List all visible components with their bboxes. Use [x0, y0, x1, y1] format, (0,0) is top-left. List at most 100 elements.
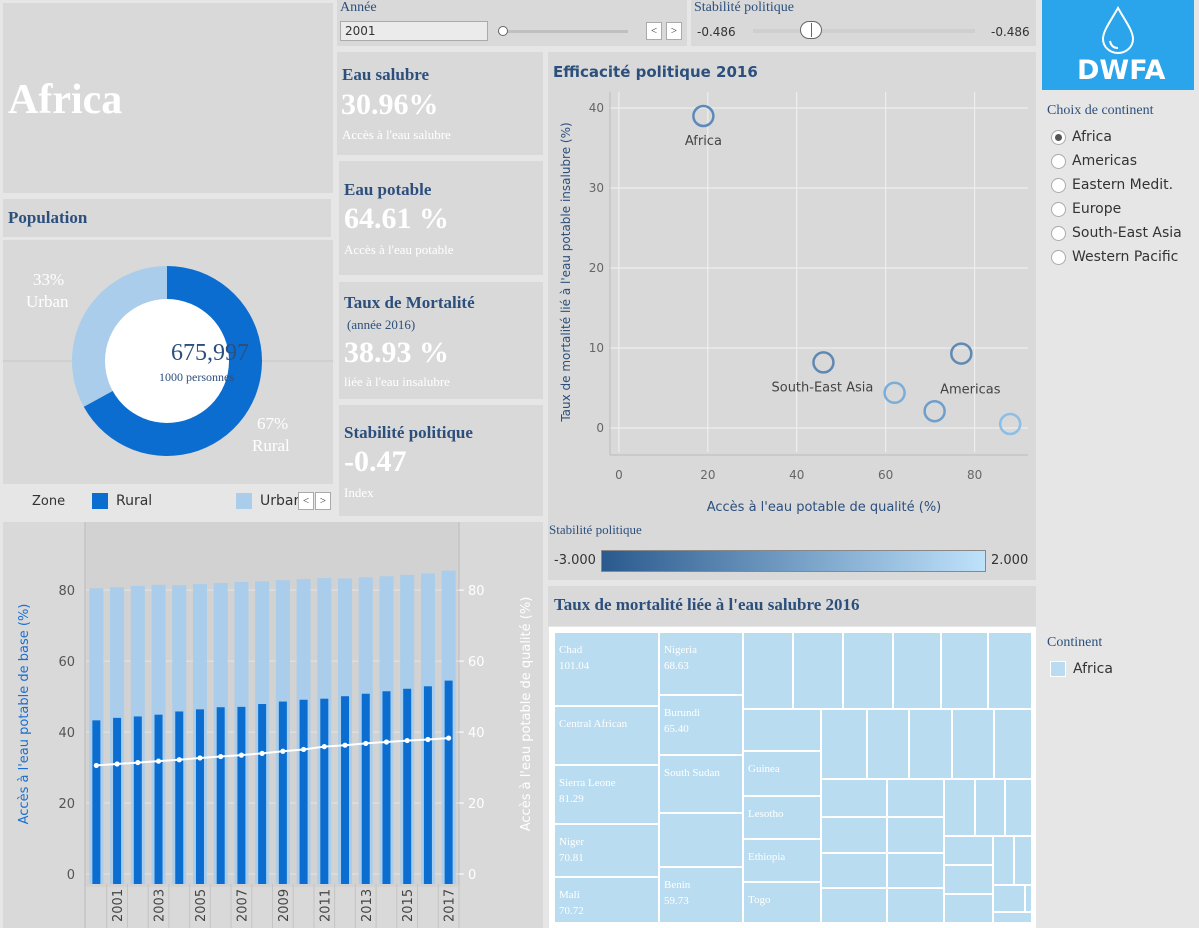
- bar-rural[interactable]: [299, 699, 308, 884]
- treemap-cell-lesotho[interactable]: Lesotho: [743, 796, 821, 839]
- treemap-cell[interactable]: [993, 912, 1032, 923]
- treemap-cell[interactable]: [909, 709, 952, 779]
- continent-option[interactable]: Europe: [1051, 201, 1121, 217]
- bar-rural[interactable]: [382, 691, 391, 884]
- radio-button[interactable]: [1051, 177, 1066, 193]
- scatter-point[interactable]: [692, 104, 715, 128]
- bar-rural[interactable]: [258, 704, 267, 884]
- quality-access-point[interactable]: [197, 755, 203, 761]
- treemap-cell[interactable]: [821, 888, 887, 923]
- continent-option[interactable]: Eastern Medit.: [1051, 177, 1173, 193]
- treemap-cell[interactable]: [952, 709, 994, 779]
- treemap-cell[interactable]: [975, 779, 1005, 836]
- quality-access-point[interactable]: [300, 746, 307, 753]
- legend-next-button[interactable]: >: [315, 492, 331, 510]
- treemap-cell-south-sudan[interactable]: South Sudan: [659, 755, 743, 813]
- quality-access-point[interactable]: [383, 739, 390, 745]
- bar-rural[interactable]: [423, 686, 432, 884]
- treemap-cell-burundi[interactable]: Burundi 65.40: [659, 695, 743, 755]
- quality-access-point[interactable]: [425, 736, 431, 743]
- bar-rural[interactable]: [361, 693, 370, 884]
- quality-access-point[interactable]: [155, 758, 162, 764]
- treemap-cell[interactable]: [1014, 836, 1032, 885]
- radio-button[interactable]: [1051, 153, 1066, 169]
- treemap-cell[interactable]: [944, 779, 975, 836]
- treemap-cell-niger[interactable]: Niger 70.81: [554, 824, 659, 877]
- quality-access-point[interactable]: [218, 753, 224, 760]
- treemap-cell[interactable]: [944, 836, 993, 865]
- bar-rural[interactable]: [133, 716, 142, 884]
- continent-legend-item[interactable]: Africa: [1073, 661, 1113, 677]
- treemap-cell[interactable]: [993, 885, 1025, 912]
- treemap-cell-mali[interactable]: Mali 70.72: [554, 877, 659, 923]
- bar-rural[interactable]: [403, 688, 412, 884]
- treemap-cell[interactable]: [944, 865, 993, 894]
- year-prev-button[interactable]: <: [646, 22, 662, 40]
- quality-access-point[interactable]: [238, 752, 245, 758]
- bar-rural[interactable]: [154, 714, 163, 884]
- zone-legend-rural[interactable]: Rural: [116, 493, 153, 509]
- quality-access-point[interactable]: [176, 757, 182, 763]
- treemap-cell[interactable]: [941, 632, 988, 709]
- radio-button[interactable]: [1051, 225, 1066, 241]
- legend-prev-button[interactable]: <: [298, 492, 314, 510]
- treemap-cell[interactable]: [944, 894, 993, 923]
- scatter-point[interactable]: [998, 412, 1022, 436]
- scatter-point[interactable]: [923, 399, 946, 423]
- treemap-cell[interactable]: [887, 853, 944, 888]
- bar-rural[interactable]: [341, 696, 350, 884]
- bar-rural[interactable]: [195, 709, 204, 884]
- radio-button[interactable]: [1051, 201, 1066, 217]
- treemap-cell-sierra-leone[interactable]: Sierra Leone 81.29: [554, 765, 659, 824]
- quality-access-point[interactable]: [363, 740, 369, 747]
- continent-option[interactable]: Americas: [1051, 153, 1137, 169]
- scatter-point[interactable]: [950, 342, 973, 365]
- treemap-cell[interactable]: [887, 888, 944, 923]
- quality-access-point[interactable]: [342, 742, 348, 748]
- treemap-cell[interactable]: [993, 836, 1014, 885]
- bar-rural[interactable]: [113, 717, 122, 884]
- bar-rural[interactable]: [216, 707, 225, 884]
- stability-slider-track[interactable]: [753, 29, 975, 33]
- scatter-point[interactable]: [812, 351, 835, 374]
- bar-rural[interactable]: [320, 698, 329, 884]
- continent-option[interactable]: Western Pacific: [1051, 249, 1178, 265]
- radio-button[interactable]: [1051, 129, 1066, 145]
- treemap-cell[interactable]: [893, 632, 941, 709]
- continent-option[interactable]: Africa: [1051, 129, 1112, 145]
- quality-access-point[interactable]: [446, 735, 452, 741]
- year-slider-handle[interactable]: [498, 26, 508, 36]
- treemap-cell[interactable]: [843, 632, 893, 709]
- quality-access-point[interactable]: [280, 748, 286, 754]
- quality-access-point[interactable]: [93, 762, 99, 769]
- bar-rural[interactable]: [278, 701, 287, 884]
- treemap-cell[interactable]: [743, 709, 821, 751]
- bar-rural[interactable]: [237, 706, 246, 884]
- treemap-cell[interactable]: [887, 779, 944, 817]
- treemap-cell-nigeria[interactable]: Nigeria 68.63: [659, 632, 743, 695]
- treemap-cell[interactable]: [988, 632, 1032, 709]
- treemap-cell[interactable]: [659, 813, 743, 867]
- treemap-cell-togo[interactable]: Togo: [743, 882, 821, 923]
- treemap-cell[interactable]: [1025, 885, 1032, 912]
- quality-access-point[interactable]: [321, 744, 327, 750]
- treemap-cell-benin[interactable]: Benin 59.73: [659, 867, 743, 923]
- year-slider-track[interactable]: [498, 30, 628, 33]
- treemap-cell[interactable]: [1005, 779, 1032, 836]
- quality-access-point[interactable]: [404, 737, 410, 744]
- scatter-point[interactable]: [883, 381, 906, 405]
- year-input[interactable]: 2001: [340, 21, 488, 41]
- treemap-cell[interactable]: [994, 709, 1032, 779]
- radio-button[interactable]: [1051, 249, 1066, 265]
- treemap-cell-ethiopia[interactable]: Ethiopia: [743, 839, 821, 882]
- treemap-cell-guinea[interactable]: Guinea: [743, 751, 821, 796]
- year-next-button[interactable]: >: [666, 22, 682, 40]
- bar-rural[interactable]: [175, 711, 184, 884]
- quality-access-point[interactable]: [114, 761, 120, 767]
- treemap-cell[interactable]: [821, 853, 887, 888]
- treemap-cell[interactable]: [867, 709, 909, 779]
- treemap-cell[interactable]: [821, 779, 887, 817]
- quality-access-point[interactable]: [259, 750, 265, 756]
- bar-rural[interactable]: [444, 680, 453, 884]
- treemap-cell[interactable]: [821, 817, 887, 853]
